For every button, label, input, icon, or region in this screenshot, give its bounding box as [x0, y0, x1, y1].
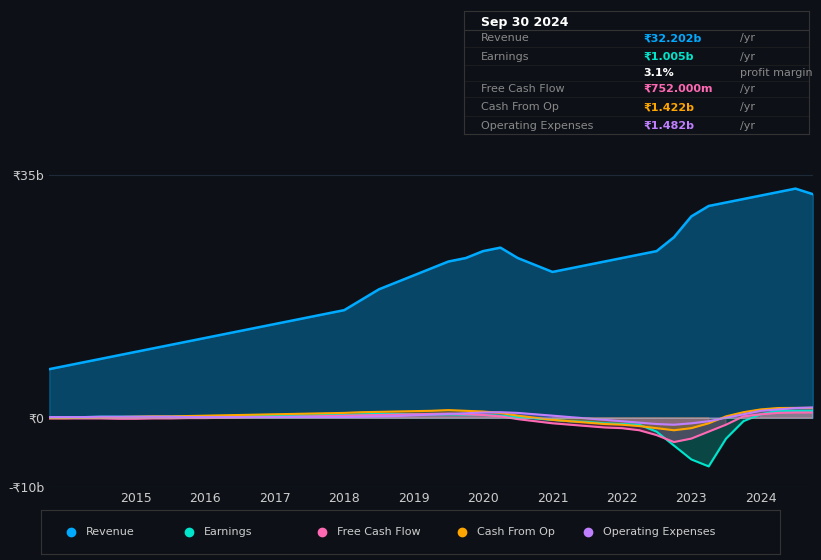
- Text: ₹32.202b: ₹32.202b: [643, 33, 702, 43]
- Text: Earnings: Earnings: [481, 52, 530, 62]
- Text: Free Cash Flow: Free Cash Flow: [337, 527, 420, 537]
- Text: Cash From Op: Cash From Op: [477, 527, 555, 537]
- Text: ₹1.482b: ₹1.482b: [643, 121, 695, 131]
- Text: Sep 30 2024: Sep 30 2024: [481, 16, 569, 29]
- Text: profit margin: profit margin: [740, 68, 812, 78]
- Text: Free Cash Flow: Free Cash Flow: [481, 84, 565, 94]
- Text: Revenue: Revenue: [481, 33, 530, 43]
- Text: Revenue: Revenue: [85, 527, 134, 537]
- Text: ₹1.422b: ₹1.422b: [643, 102, 695, 113]
- Text: 3.1%: 3.1%: [643, 68, 674, 78]
- Text: /yr: /yr: [740, 102, 754, 113]
- Text: /yr: /yr: [740, 121, 754, 131]
- Text: Cash From Op: Cash From Op: [481, 102, 559, 113]
- Text: ₹1.005b: ₹1.005b: [643, 52, 694, 62]
- Text: Operating Expenses: Operating Expenses: [603, 527, 715, 537]
- Text: /yr: /yr: [740, 52, 754, 62]
- Text: /yr: /yr: [740, 33, 754, 43]
- Text: /yr: /yr: [740, 84, 754, 94]
- Text: Earnings: Earnings: [204, 527, 252, 537]
- Text: ₹752.000m: ₹752.000m: [643, 84, 713, 94]
- Text: Operating Expenses: Operating Expenses: [481, 121, 594, 131]
